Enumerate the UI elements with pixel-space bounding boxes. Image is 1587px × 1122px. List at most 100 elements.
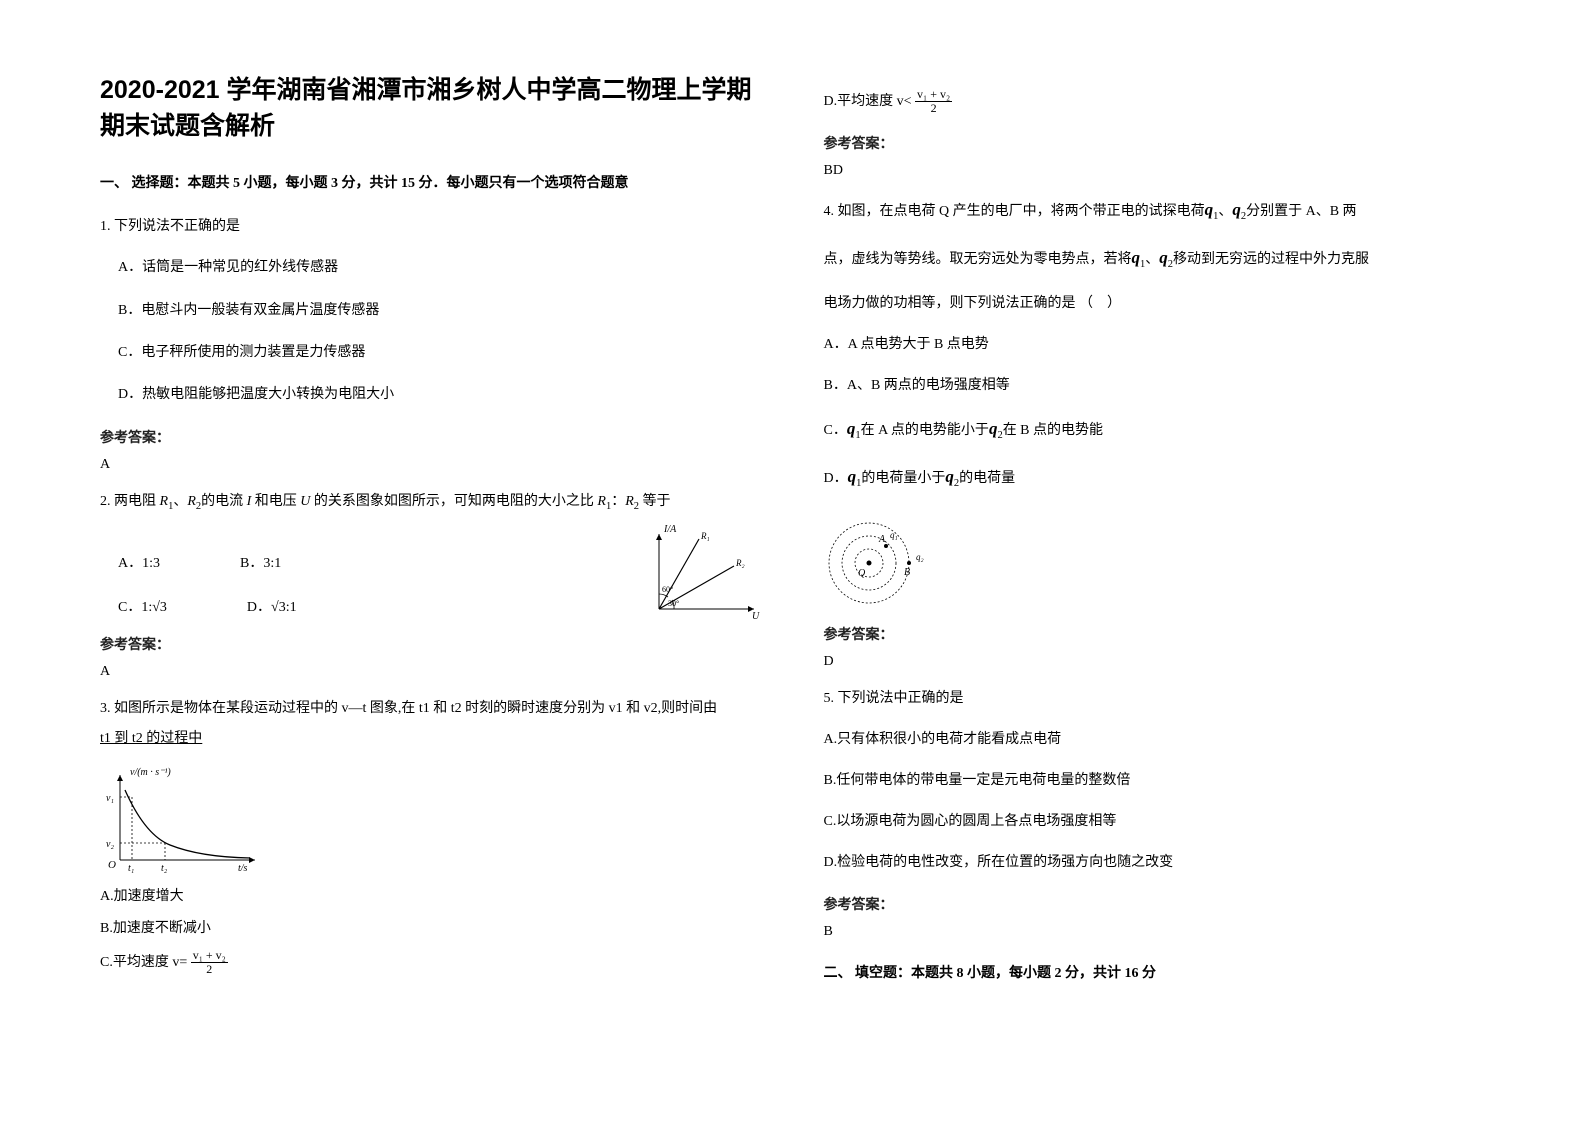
q2-optD: D．√3:1 (247, 596, 297, 616)
q3d-frac: v₁ + v₂ 2 (915, 88, 952, 115)
q5-answer-label: 参考答案： (824, 894, 1488, 914)
r2-label: R₂ (735, 558, 745, 568)
q4-stem-l2: 点，虚线为等势线。取无穷远处为零电势点，若将q1、q2移动到无穷远的过程中外力克… (824, 243, 1488, 275)
axis-i: I/A (663, 524, 677, 535)
q2c-pre: C．1: (118, 600, 152, 615)
q3-stem: 3. 如图所示是物体在某段运动过程中的 v—t 图象,在 t1 和 t2 时刻的… (100, 696, 764, 721)
q4-l1b: 分别置于 A、B 两 (1246, 204, 1356, 219)
iu-chart: I/A U R₁ R₂ 60° 30° (644, 524, 764, 624)
q4-q2: q (1232, 200, 1241, 219)
q4d-b: 的电荷量小于 (861, 471, 945, 486)
q1-answer-label: 参考答案： (100, 427, 764, 447)
q4c-b: 在 A 点的电势能小于 (861, 423, 989, 438)
q4-sep1: 、 (1218, 204, 1232, 219)
q4-q1b: q (1132, 248, 1141, 267)
q1-optD: D．热敏电阻能够把温度大小转换为电阻大小 (118, 384, 764, 406)
angle30: 30° (668, 599, 679, 608)
section1-heading: 一、 选择题：本题共 5 小题，每小题 3 分，共计 15 分．每小题只有一个选… (100, 172, 764, 192)
q1-answer: A (100, 457, 764, 473)
q2-answer: A (100, 664, 764, 680)
axis-u: U (752, 611, 760, 622)
q2-optA: A．1:3 (118, 552, 160, 572)
q2-mid4: 的关系图象如图所示，可知两电阻的大小之比 (310, 494, 597, 509)
q2-tail: 等于 (639, 494, 671, 509)
right-column: D.平均速度 v< v₁ + v₂ 2 参考答案： BD 4. 如图，在点电荷 … (824, 70, 1488, 1082)
q2-text: 2. 两电阻 (100, 494, 160, 509)
q4d-a: D． (824, 471, 848, 486)
angle60: 60° (662, 585, 673, 594)
u: U (300, 494, 310, 509)
q1-optA: A．话筒是一种常见的红外线传感器 (118, 257, 764, 279)
q5-answer: B (824, 924, 1488, 940)
q4-optB: B．A、B 两点的电场强度相等 (824, 373, 1488, 398)
r1b: R (597, 494, 606, 509)
q4-l1a: 4. 如图，在点电荷 Q 产生的电厂中，将两个带正电的试探电荷 (824, 204, 1205, 219)
label-b: B (904, 567, 910, 578)
q4-answer-label: 参考答案： (824, 624, 1488, 644)
r1: R (160, 494, 169, 509)
q3c-pre: C.平均速度 v= (100, 955, 187, 970)
title: 2020-2021 学年湖南省湘潭市湘乡树人中学高二物理上学期期末试题含解析 (100, 70, 764, 142)
q3-optB: B.加速度不断减小 (100, 917, 764, 937)
q2-optC: C．1:√3 (118, 596, 167, 616)
q2d-pre: D． (247, 600, 271, 615)
vt-t1: t₁ (128, 863, 134, 874)
q3-answer-label: 参考答案： (824, 133, 1488, 153)
q5-optB: B.任何带电体的带电量一定是元电荷电量的整数倍 (824, 768, 1488, 793)
q2-row: A．1:3 B．3:1 C．1:√3 D．√3:1 I/A U R₁ R₂ 60… (100, 524, 764, 624)
vt-ylabel: v/(m · s⁻¹) (130, 767, 171, 778)
q5-optC: C.以场源电荷为圆心的圆周上各点电场强度相等 (824, 809, 1488, 834)
q4d-c: 的电荷量 (959, 471, 1015, 486)
q2-mid2: 的电流 (201, 494, 247, 509)
q2-mid3: 和电压 (251, 494, 300, 509)
q3-optD: D.平均速度 v< v₁ + v₂ 2 (824, 88, 1488, 115)
q3c-frac: v₁ + v₂ 2 (191, 949, 228, 976)
q4-l2b: 移动到无穷远的过程中外力克服 (1173, 252, 1369, 267)
vt-v1: v₁ (106, 793, 114, 804)
q4-l2a: 点，虚线为等势线。取无穷远处为零电势点，若将 (824, 252, 1132, 267)
frac-num2: v₁ + v₂ (915, 88, 952, 102)
q4-optD: D．q1的电荷量小于q2的电荷量 (824, 462, 1488, 494)
q4-stem-l3: 电场力做的功相等，则下列说法正确的是 （ ） (824, 291, 1488, 316)
r1-label: R₁ (700, 531, 710, 541)
q4c-c: 在 B 点的电势能 (1003, 423, 1103, 438)
q4-optC: C．q1在 A 点的电势能小于q2在 B 点的电势能 (824, 414, 1488, 446)
r2: R (187, 494, 196, 509)
q3-stem-line2: t1 到 t2 的过程中 (100, 726, 764, 751)
charge-diagram: Q A q₁ B q₂ (824, 508, 964, 608)
q2-options-col: A．1:3 B．3:1 C．1:√3 D．√3:1 (100, 532, 614, 616)
q1-optC: C．电子秤所使用的测力装置是力传感器 (118, 342, 764, 364)
q2-stem: 2. 两电阻 R1、R2的电流 I 和电压 U 的关系图象如图所示，可知两电阻的… (100, 489, 764, 517)
r1b-sub: 1 (606, 501, 611, 512)
q2-optB: B．3:1 (240, 552, 281, 572)
label-a: A (878, 534, 886, 545)
left-column: 2020-2021 学年湖南省湘潭市湘乡树人中学高二物理上学期期末试题含解析 一… (100, 70, 764, 1082)
q3-optA: A.加速度增大 (100, 885, 764, 905)
q3-answer: BD (824, 163, 1488, 179)
q4-q2b: q (1159, 248, 1168, 267)
q4-optA: A．A 点电势大于 B 点电势 (824, 332, 1488, 357)
q5-optD: D.检验电荷的电性改变，所在位置的场强方向也随之改变 (824, 850, 1488, 875)
q4c-a: C． (824, 423, 847, 438)
q4d-q1: q (848, 467, 857, 486)
q3-optC: C.平均速度 v= v₁ + v₂ 2 (100, 949, 764, 976)
label-q1: q₁ (890, 530, 898, 540)
q5-optA: A.只有体积很小的电荷才能看成点电荷 (824, 727, 1488, 752)
vt-v2: v₂ (106, 839, 114, 850)
q1-optB: B．电慰斗内一般装有双金属片温度传感器 (118, 300, 764, 322)
frac-den2: 2 (915, 102, 952, 115)
r2b: R (625, 494, 634, 509)
section2-heading: 二、 填空题：本题共 8 小题，每小题 2 分，共计 16 分 (824, 962, 1488, 982)
q2d-suf: :1 (286, 600, 297, 615)
q4d-q2: q (945, 467, 954, 486)
sqrt3b: √3 (271, 600, 286, 615)
q4-sep2: 、 (1145, 252, 1159, 267)
sqrt3a: √3 (152, 600, 167, 615)
q1-stem: 1. 下列说法不正确的是 (100, 214, 764, 239)
frac-den: 2 (191, 963, 228, 976)
q2-answer-label: 参考答案： (100, 634, 764, 654)
q4-q1: q (1205, 200, 1214, 219)
q2-mid1: 、 (173, 494, 187, 509)
vt-t2: t₂ (161, 863, 168, 874)
vt-chart: v/(m · s⁻¹) t/s v₁ v₂ t₁ t₂ O (100, 765, 270, 875)
